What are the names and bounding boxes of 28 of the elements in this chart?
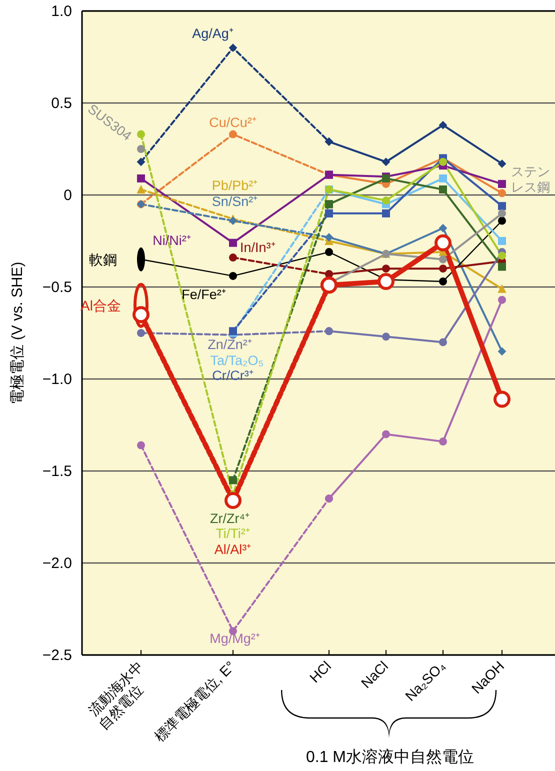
series-label: ステンレス鋼: [511, 164, 550, 195]
x-tick-label: HCl: [306, 658, 334, 686]
y-tick-label: −1.0: [42, 371, 72, 388]
x-tick-label: 流動海水中自然電位: [85, 658, 146, 732]
y-tick-label: −2.5: [42, 647, 72, 664]
series-label: In/In³⁺: [240, 240, 276, 255]
series-label: Ag/Ag⁺: [192, 26, 234, 41]
text: 0.1 M水溶液中自然電位: [306, 748, 474, 766]
y-tick-label: −1.5: [42, 463, 72, 480]
series-label: Sn/Sn²⁺: [212, 194, 258, 209]
y-tick-label: 0.5: [51, 95, 72, 112]
y-axis-title: 電極電位 (V vs. SHE): [9, 262, 26, 404]
annotation: 軟鋼: [89, 251, 117, 268]
series-label: Mg/Mg²⁺: [210, 631, 260, 646]
series-label: Ta/Ta₂O₅: [210, 353, 264, 368]
text: Ti/Ti²⁺: [216, 526, 250, 541]
x-tick-label: 標準電極電位, E°: [151, 658, 238, 745]
series-label: Cu/Cu²⁺: [209, 115, 257, 130]
series-label: Fe/Fe²⁺: [182, 287, 226, 302]
y-tick-label: −0.5: [42, 279, 72, 296]
text: Zr/Zr⁴⁺: [210, 511, 250, 526]
series-label: Pb/Pb²⁺: [212, 178, 258, 193]
series-label: Zn/Zn²⁺: [208, 337, 252, 352]
y-tick-label: 0: [64, 187, 72, 204]
y-tick-label: 1.0: [51, 3, 72, 20]
y-tick-label: −2.0: [42, 555, 72, 572]
series-label: Ni/Ni²⁺: [152, 233, 192, 248]
text: Al/Al³⁺: [214, 542, 252, 557]
